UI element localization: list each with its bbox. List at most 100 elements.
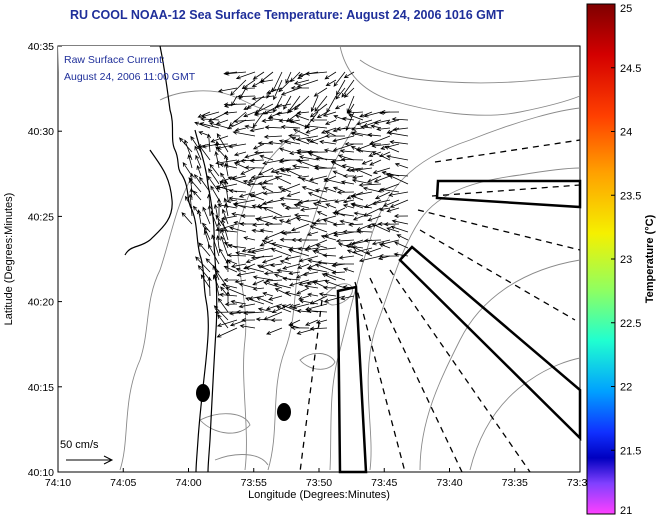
current-vector [335, 87, 346, 100]
current-vector [196, 164, 202, 177]
plot-frame [57, 45, 581, 473]
current-vector [306, 279, 328, 286]
current-vector [216, 221, 222, 241]
current-vector [200, 117, 220, 122]
current-vector [336, 79, 346, 96]
current-vector [388, 191, 409, 197]
current-vector [386, 207, 400, 213]
current-vector [293, 203, 310, 209]
current-vector [282, 263, 301, 270]
current-vector [385, 119, 400, 125]
current-vector [263, 231, 283, 240]
current-vector [389, 140, 409, 145]
dumpsite-polygons [336, 179, 582, 474]
current-vector [216, 198, 222, 216]
current-vector [334, 199, 346, 204]
current-vector [309, 175, 328, 182]
current-vector [244, 151, 265, 159]
current-vector [325, 79, 337, 87]
x-tick-label: 73:50 [306, 477, 332, 489]
current-vector [195, 256, 211, 273]
current-vector [293, 213, 310, 218]
current-vector [273, 282, 292, 289]
colorbar [586, 3, 616, 515]
current-vector [214, 310, 238, 315]
current-vector [346, 95, 355, 114]
current-vector [367, 132, 382, 138]
current-vector [223, 242, 238, 249]
current-vector [307, 192, 328, 201]
current-vector [184, 139, 193, 161]
current-vector [361, 159, 373, 165]
current-vector [227, 243, 247, 249]
current-vector [268, 295, 283, 301]
y-tick-label: 40:30 [28, 126, 54, 138]
current-vector [315, 263, 337, 273]
current-vector [208, 168, 220, 185]
current-vector [320, 234, 337, 241]
current-vector [268, 140, 283, 145]
current-vector [373, 119, 391, 125]
current-vector [262, 207, 283, 217]
current-vector [225, 290, 231, 304]
current-vector [349, 167, 373, 173]
current-vector [331, 270, 346, 275]
current-vector [255, 317, 274, 322]
current-vector [316, 111, 328, 119]
current-vector [309, 135, 328, 143]
current-vector [350, 194, 364, 201]
current-vector [254, 217, 274, 225]
current-vector [333, 115, 346, 121]
current-vector [233, 162, 247, 169]
current-vector [266, 327, 283, 335]
y-tick-label: 40:35 [28, 41, 54, 53]
current-vector [270, 262, 283, 268]
current-vector [256, 264, 274, 273]
current-vector [285, 71, 292, 85]
current-vector [251, 95, 274, 101]
current-vector [291, 164, 310, 169]
current-vector [387, 131, 409, 137]
current-vector [216, 133, 229, 153]
current-vector [194, 173, 202, 185]
current-vector [279, 196, 301, 201]
current-vector [243, 111, 256, 118]
current-vector [298, 299, 319, 305]
current-vector [192, 205, 202, 217]
current-vector [245, 266, 265, 273]
current-vector [234, 127, 247, 132]
current-vector [224, 71, 247, 76]
current-vector [226, 119, 247, 130]
current-vector [220, 235, 229, 257]
current-vector [316, 199, 337, 204]
current-vector [385, 172, 409, 177]
current-vector [346, 110, 364, 115]
current-vector [343, 87, 355, 98]
current-vector [251, 79, 265, 88]
annotation-line1: Raw Surface Current: [64, 54, 165, 66]
station-marker [196, 384, 210, 402]
current-vector [233, 203, 256, 209]
current-vector [296, 110, 310, 115]
current-vector [215, 234, 221, 249]
current-vector [378, 255, 391, 261]
current-vector [297, 263, 310, 269]
current-vector [258, 79, 274, 84]
current-vector [220, 215, 238, 221]
current-vector [312, 202, 328, 209]
current-vector [227, 176, 247, 185]
current-vector [216, 319, 238, 327]
current-vector [334, 103, 346, 110]
current-vector [371, 151, 391, 161]
current-vector [262, 199, 283, 206]
current-vector [282, 231, 301, 236]
current-vector [322, 253, 337, 258]
x-tick-label: 74:10 [45, 477, 71, 489]
current-vector [261, 239, 283, 249]
current-vector [373, 175, 391, 183]
current-vector [280, 124, 301, 130]
current-vector [323, 187, 337, 193]
current-vector [187, 154, 193, 169]
current-vector [265, 278, 283, 283]
current-vector [224, 287, 247, 297]
